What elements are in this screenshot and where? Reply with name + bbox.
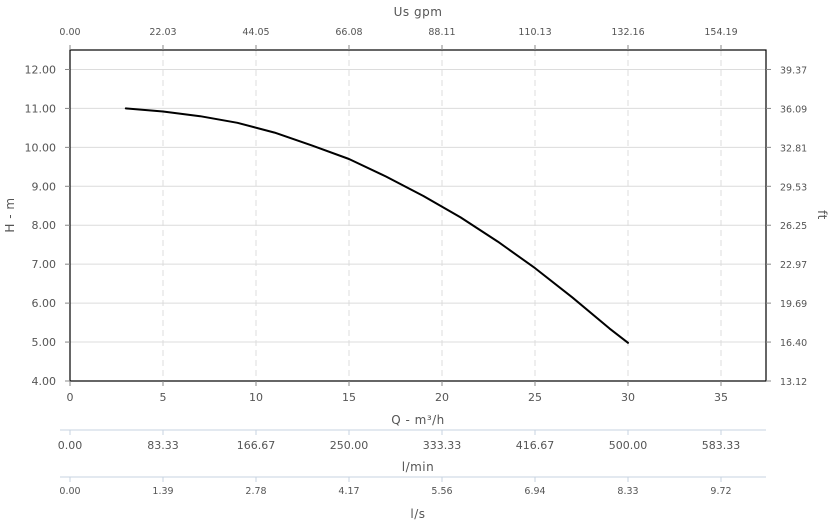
top-tick-label: 22.03 (149, 27, 176, 38)
y-tick-label: 12.00 (25, 63, 57, 76)
ls-tick-label: 5.56 (431, 486, 452, 497)
grid-lines (70, 50, 766, 381)
ls-tick-label: 0.00 (59, 486, 80, 497)
lmin-tick-label: 83.33 (147, 439, 179, 452)
x-tick-label: 15 (342, 391, 356, 404)
right-tick-label: 36.09 (780, 104, 807, 115)
x-tick-label: 0 (67, 391, 74, 404)
right-tick-label: 22.97 (780, 260, 807, 271)
plot-frame (69, 49, 767, 382)
right-tick-label: 39.37 (780, 65, 807, 76)
ls-tick-label: 2.78 (245, 486, 266, 497)
lmin-tick-label: 250.00 (330, 439, 369, 452)
x-axis-title: Q - m³/h (391, 413, 445, 427)
top-axis-title: Us gpm (394, 5, 443, 19)
top-tick-label: 88.11 (428, 27, 455, 38)
top-tick-label: 132.16 (611, 27, 644, 38)
y-tick-label: 5.00 (32, 336, 57, 349)
y-tick-label: 9.00 (32, 180, 57, 193)
x-tick-label: 35 (714, 391, 728, 404)
x-tick-label: 5 (160, 391, 167, 404)
tick-labels: 4.00 13.12 5.00 16.40 6.00 19.69 7.00 22.97 8.00… (25, 27, 808, 497)
y-tick-label: 4.00 (32, 375, 57, 388)
lmin-tick-label: 416.67 (516, 439, 555, 452)
lmin-tick-label: 500.00 (609, 439, 648, 452)
series-layer (124, 107, 629, 344)
ls-tick-label: 1.39 (152, 486, 173, 497)
right-tick-label: 19.69 (780, 299, 807, 310)
x-tick-label: 25 (528, 391, 542, 404)
y-tick-label: 11.00 (25, 102, 57, 115)
y-axis-title: H - m (3, 197, 17, 232)
right-tick-label: 16.40 (780, 338, 807, 349)
y-tick-label: 10.00 (25, 141, 57, 154)
top-tick-label: 66.08 (335, 27, 362, 38)
lmin-axis-title: l/min (402, 460, 435, 474)
top-tick-label: 44.05 (242, 27, 269, 38)
x-tick-label: 10 (249, 391, 263, 404)
y-tick-label: 8.00 (32, 219, 57, 232)
right-tick-label: 13.12 (780, 377, 807, 388)
top-tick-label: 110.13 (518, 27, 551, 38)
top-tick-label: 154.19 (704, 27, 737, 38)
top-tick-label: 0.00 (59, 27, 80, 38)
y-tick-label: 6.00 (32, 297, 57, 310)
ls-tick-label: 8.33 (617, 486, 638, 497)
ls-axis-title: l/s (410, 507, 425, 521)
lmin-tick-label: 583.33 (702, 439, 741, 452)
lmin-tick-label: 333.33 (423, 439, 462, 452)
ls-tick-label: 6.94 (524, 486, 545, 497)
x-tick-label: 20 (435, 391, 449, 404)
y-tick-label: 7.00 (32, 258, 57, 271)
right-axis-title: ft (815, 210, 829, 220)
lmin-tick-label: 166.67 (237, 439, 276, 452)
right-tick-label: 29.53 (780, 182, 807, 193)
ls-tick-label: 4.17 (338, 486, 359, 497)
pump-curve-line (124, 107, 629, 344)
ls-tick-label: 9.72 (710, 486, 731, 497)
x-tick-label: 30 (621, 391, 635, 404)
lmin-tick-label: 0.00 (58, 439, 83, 452)
right-tick-label: 26.25 (780, 221, 807, 232)
right-tick-label: 32.81 (780, 143, 807, 154)
